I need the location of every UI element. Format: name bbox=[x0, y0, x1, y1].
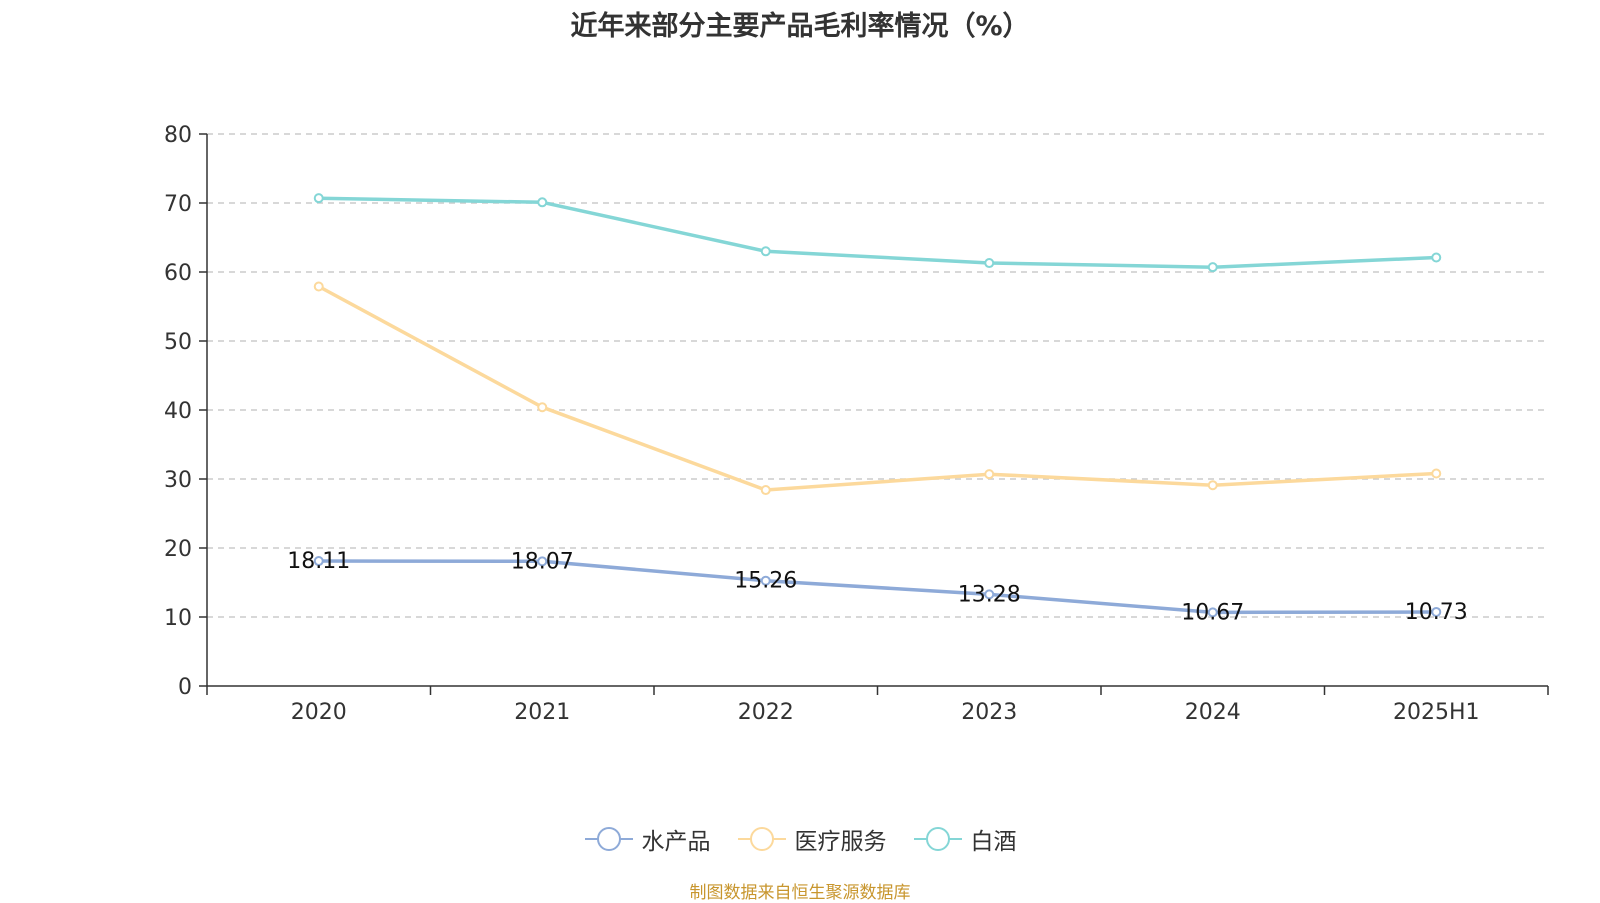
y-tick-label: 10 bbox=[164, 606, 192, 631]
y-tick-label: 60 bbox=[164, 261, 192, 286]
data-label: 18.07 bbox=[511, 549, 574, 574]
legend-item-series-0[interactable]: 水产品 bbox=[584, 822, 711, 856]
chart-legend: 水产品 医疗服务 白酒 bbox=[0, 822, 1600, 856]
legend-label: 白酒 bbox=[970, 829, 1017, 855]
data-point bbox=[1431, 606, 1442, 617]
legend-label: 水产品 bbox=[641, 829, 711, 855]
data-point bbox=[313, 281, 324, 292]
y-tick-label: 40 bbox=[164, 399, 192, 424]
chart-title: 近年来部分主要产品毛利率情况（%） bbox=[570, 11, 1030, 42]
x-tick-label: 2020 bbox=[291, 700, 347, 725]
data-label: 10.67 bbox=[1181, 600, 1244, 625]
data-point bbox=[313, 193, 324, 204]
data-point bbox=[1431, 468, 1442, 479]
data-point bbox=[1207, 607, 1218, 618]
data-point bbox=[1431, 252, 1442, 263]
y-tick-label: 0 bbox=[178, 675, 192, 700]
y-tick-label: 50 bbox=[164, 330, 192, 355]
x-tick-label: 2023 bbox=[961, 700, 1017, 725]
x-tick-label: 2024 bbox=[1185, 700, 1241, 725]
y-tick-label: 20 bbox=[164, 537, 192, 562]
source-note: 制图数据来自恒生聚源数据库 bbox=[689, 883, 911, 903]
data-label: 18.11 bbox=[287, 549, 350, 574]
data-label: 15.26 bbox=[734, 569, 797, 594]
legend-marker-icon bbox=[913, 827, 962, 851]
data-point bbox=[537, 197, 548, 208]
legend-marker-icon bbox=[737, 827, 786, 851]
data-point bbox=[760, 575, 771, 586]
data-point bbox=[313, 556, 324, 567]
x-tick-label: 2025H1 bbox=[1393, 700, 1480, 725]
series-line-2 bbox=[318, 196, 1437, 269]
data-point bbox=[537, 402, 548, 413]
legend-item-series-1[interactable]: 医疗服务 bbox=[737, 822, 887, 856]
data-label: 13.28 bbox=[958, 582, 1021, 607]
y-tick-label: 80 bbox=[164, 123, 192, 148]
data-label: 10.73 bbox=[1405, 600, 1468, 625]
legend-label: 医疗服务 bbox=[794, 829, 887, 855]
y-tick-label: 30 bbox=[164, 468, 192, 493]
series-line-0 bbox=[318, 559, 1437, 615]
x-tick-label: 2022 bbox=[738, 700, 794, 725]
y-tick-label: 70 bbox=[164, 192, 192, 217]
series-line-1 bbox=[317, 284, 1437, 492]
x-tick-label: 2021 bbox=[514, 700, 570, 725]
data-point bbox=[984, 258, 995, 269]
data-point bbox=[984, 469, 995, 480]
data-point bbox=[1207, 480, 1218, 491]
data-point bbox=[1207, 262, 1218, 273]
legend-item-series-2[interactable]: 白酒 bbox=[913, 822, 1017, 856]
legend-marker-icon bbox=[584, 827, 633, 851]
data-point bbox=[984, 589, 995, 600]
data-point bbox=[760, 246, 771, 257]
data-point bbox=[760, 485, 771, 496]
data-point bbox=[537, 556, 548, 567]
